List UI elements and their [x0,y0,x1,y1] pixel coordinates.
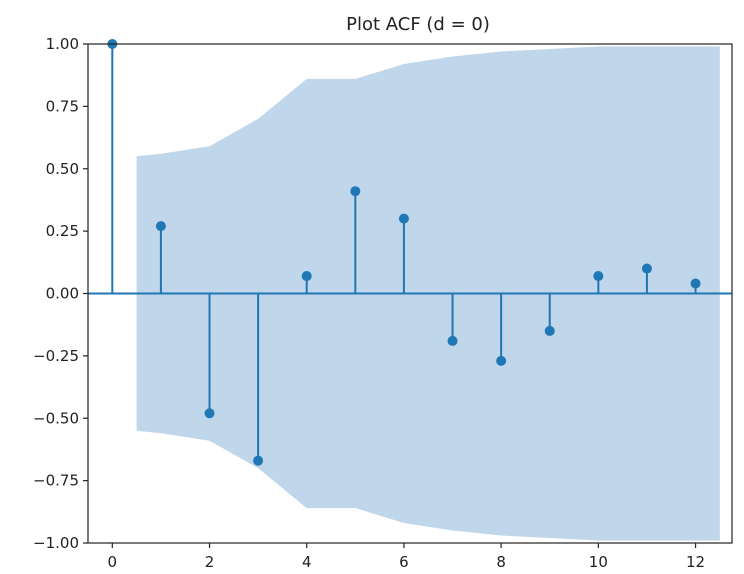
acf-point-lag-6 [398,213,409,224]
x-tick-label: 2 [205,553,215,571]
x-tick-label: 4 [302,553,312,571]
y-tick-label: −1.00 [33,534,79,552]
y-tick-label: −0.50 [33,409,79,427]
x-tick-label: 8 [496,553,506,571]
y-tick-label: 1.00 [46,35,79,53]
y-tick-label: 0.00 [46,285,79,303]
acf-point-lag-12 [690,278,701,289]
acf-point-lag-5 [350,186,361,197]
chart-title: Plot ACF (d = 0) [346,14,490,35]
x-axis: 0 2 4 6 8 10 12 [108,543,705,571]
acf-point-lag-7 [447,335,458,346]
acf-point-lag-9 [544,325,555,336]
x-tick-label: 0 [108,553,118,571]
acf-point-lag-8 [496,355,507,366]
acf-point-lag-3 [253,455,264,466]
y-tick-label: −0.25 [33,347,79,365]
acf-point-lag-11 [641,263,652,274]
acf-point-lag-10 [593,271,604,282]
acf-point-lag-2 [204,408,215,419]
x-tick-label: 10 [589,553,608,571]
y-tick-label: 0.75 [46,97,79,115]
acf-point-lag-4 [301,271,312,282]
x-tick-label: 6 [399,553,409,571]
y-axis: −1.00 −0.75 −0.50 −0.25 0.00 0.25 0.50 0.75 1.00 [33,35,88,552]
marker-layer [107,39,701,466]
y-tick-label: 0.50 [46,160,79,178]
x-tick-label: 12 [686,553,705,571]
y-tick-label: −0.75 [33,472,79,490]
y-tick-label: 0.25 [46,222,79,240]
acf-point-lag-1 [155,221,166,232]
